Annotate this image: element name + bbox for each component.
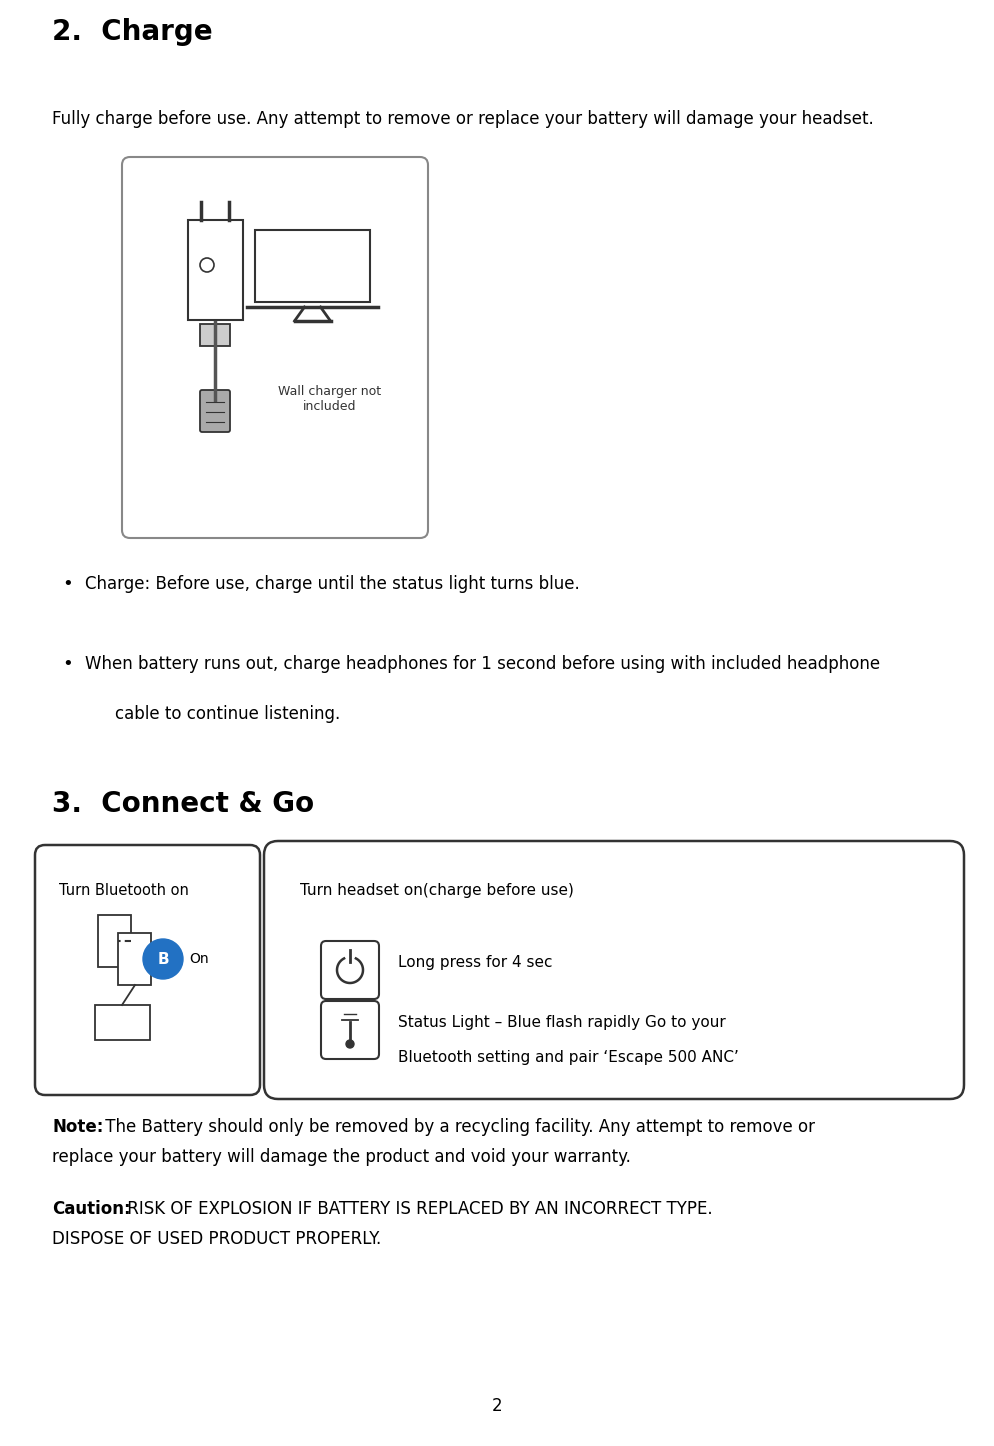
Text: 2: 2 (491, 1397, 502, 1416)
Text: B: B (157, 951, 169, 966)
FancyBboxPatch shape (263, 842, 963, 1099)
Polygon shape (97, 915, 131, 967)
FancyBboxPatch shape (321, 941, 379, 999)
Text: cable to continue listening.: cable to continue listening. (115, 706, 340, 723)
Text: replace your battery will damage the product and void your warranty.: replace your battery will damage the pro… (52, 1148, 630, 1165)
Text: Fully charge before use. Any attempt to remove or replace your battery will dama: Fully charge before use. Any attempt to … (52, 110, 873, 129)
Circle shape (346, 1040, 354, 1048)
Text: 2.  Charge: 2. Charge (52, 17, 213, 46)
Text: Status Light – Blue flash rapidly Go to your: Status Light – Blue flash rapidly Go to … (398, 1015, 725, 1030)
FancyBboxPatch shape (200, 390, 230, 432)
Text: Caution:: Caution: (52, 1200, 130, 1218)
Text: RISK OF EXPLOSION IF BATTERY IS REPLACED BY AN INCORRECT TYPE.: RISK OF EXPLOSION IF BATTERY IS REPLACED… (122, 1200, 712, 1218)
Text: Charge: Before use, charge until the status light turns blue.: Charge: Before use, charge until the sta… (84, 576, 580, 593)
Bar (188, 220, 243, 320)
Polygon shape (118, 933, 151, 985)
Text: Bluetooth setting and pair ‘Escape 500 ANC’: Bluetooth setting and pair ‘Escape 500 A… (398, 1050, 739, 1066)
Text: DISPOSE OF USED PRODUCT PROPERLY.: DISPOSE OF USED PRODUCT PROPERLY. (52, 1231, 381, 1248)
Text: Turn Bluetooth on: Turn Bluetooth on (59, 884, 189, 898)
Text: 3.  Connect & Go: 3. Connect & Go (52, 790, 314, 818)
Text: The Battery should only be removed by a recycling facility. Any attempt to remov: The Battery should only be removed by a … (100, 1118, 814, 1137)
Circle shape (200, 257, 214, 272)
Text: •: • (63, 576, 74, 593)
Text: •: • (63, 655, 74, 672)
Text: Note:: Note: (52, 1118, 103, 1137)
Circle shape (143, 938, 183, 979)
FancyBboxPatch shape (321, 1001, 379, 1058)
Text: Wall charger not
included: Wall charger not included (278, 385, 381, 414)
FancyBboxPatch shape (35, 844, 259, 1095)
FancyBboxPatch shape (122, 158, 427, 538)
Bar (200, 324, 230, 346)
Bar (254, 230, 370, 302)
Text: When battery runs out, charge headphones for 1 second before using with included: When battery runs out, charge headphones… (84, 655, 880, 672)
Text: Long press for 4 sec: Long press for 4 sec (398, 954, 552, 970)
Polygon shape (94, 1005, 150, 1040)
Text: Turn headset on(charge before use): Turn headset on(charge before use) (300, 884, 574, 898)
Text: On: On (189, 951, 209, 966)
